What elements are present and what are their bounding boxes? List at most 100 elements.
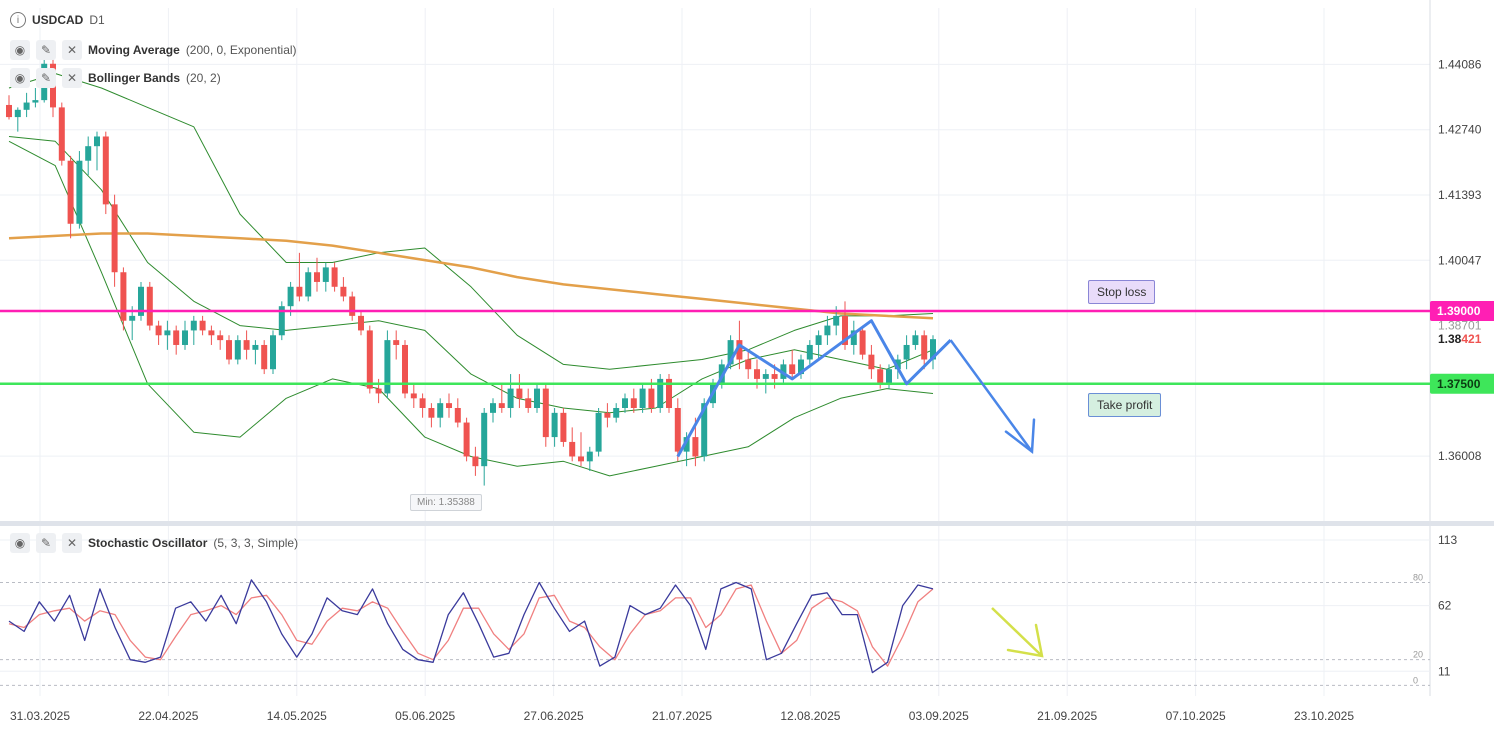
candle-body	[349, 296, 356, 316]
candle-body	[428, 408, 435, 418]
forecast-arrow-shaft	[949, 339, 1034, 453]
candle-body	[234, 340, 241, 360]
wrench-icon[interactable]: ✎	[36, 68, 56, 88]
candle-body	[472, 456, 479, 467]
eye-icon[interactable]: ◉	[10, 40, 30, 60]
candle-body	[859, 330, 866, 355]
candle-body	[481, 412, 488, 467]
candle-body	[912, 335, 919, 345]
candle-body	[551, 412, 558, 438]
candle-body	[745, 359, 752, 370]
indicator-params: (5, 3, 3, Simple)	[213, 536, 299, 550]
candle-body	[798, 359, 804, 375]
candle-body	[155, 325, 162, 336]
close-icon[interactable]: ✕	[62, 40, 82, 60]
price-axis-tick-label: 1.40047	[1438, 253, 1482, 267]
price-axis-hidden-label: 1.38701	[1438, 319, 1482, 333]
indicator-row-bb: ◉ ✎ ✕ Bollinger Bands (20, 2)	[10, 68, 221, 88]
candle-body	[322, 267, 329, 282]
indicator-row-stoch: ◉ ✎ ✕ Stochastic Oscillator (5, 3, 3, Si…	[10, 533, 298, 553]
indicator-name: Stochastic Oscillator	[88, 536, 208, 550]
candle-body	[789, 364, 796, 375]
indicator-params: (200, 0, Exponential)	[185, 43, 297, 57]
candle-body	[111, 204, 118, 273]
stoch-level-label: 20	[1413, 650, 1423, 660]
candle-body	[182, 330, 188, 345]
eye-icon[interactable]: ◉	[10, 68, 30, 88]
forecast-arrow-head	[1004, 418, 1036, 455]
take-profit-price-text: 1.37500	[1437, 377, 1481, 391]
current-price-label: 1.38421	[1438, 332, 1482, 346]
close-icon[interactable]: ✕	[62, 533, 82, 553]
candle-body	[498, 403, 505, 408]
indicator-params: (20, 2)	[186, 71, 221, 85]
price-axis-tick-label: 1.44086	[1438, 57, 1482, 71]
wrench-icon[interactable]: ✎	[36, 40, 56, 60]
bollinger-lower-band	[8, 140, 934, 477]
moving-average-line	[8, 232, 934, 320]
candle-body	[463, 422, 470, 457]
candle-body	[94, 136, 100, 147]
candle-body	[903, 344, 910, 360]
candle-body	[366, 330, 373, 389]
candle-body	[683, 437, 690, 452]
info-icon[interactable]: i	[10, 12, 26, 28]
bollinger-middle-band	[8, 136, 934, 414]
candle-body	[120, 272, 127, 321]
candle-body	[534, 388, 540, 408]
stoch-k-line	[8, 579, 934, 674]
candle-body	[674, 408, 681, 452]
x-axis-tick-label: 21.07.2025	[652, 709, 712, 723]
symbol-name: USDCAD	[32, 13, 84, 27]
candle-body	[384, 340, 391, 394]
panel-divider	[0, 521, 1494, 526]
candle-body	[410, 393, 417, 399]
timeframe: D1	[89, 13, 105, 27]
candle-body	[14, 109, 21, 118]
candle-body	[666, 378, 672, 408]
candle-body	[164, 330, 171, 336]
price-axis-tick-label: 1.42740	[1438, 123, 1482, 137]
candle-body	[692, 437, 699, 457]
x-axis-tick-label: 22.04.2025	[138, 709, 198, 723]
eye-icon[interactable]: ◉	[10, 533, 30, 553]
wrench-icon[interactable]: ✎	[36, 533, 56, 553]
candle-body	[314, 272, 320, 282]
stoch-forecast-arrow-shaft	[991, 607, 1043, 657]
candle-body	[560, 412, 567, 442]
candle-body	[630, 398, 637, 408]
candle-body	[736, 340, 743, 360]
candle-body	[578, 456, 584, 462]
candle-body	[287, 286, 294, 307]
candle-body	[771, 374, 778, 379]
candle-body	[85, 146, 92, 161]
candle-body	[639, 388, 646, 408]
x-axis-tick-label: 31.03.2025	[10, 709, 70, 723]
candle-body	[446, 403, 452, 408]
x-axis-tick-label: 14.05.2025	[267, 709, 327, 723]
take-profit-label: Take profit	[1088, 393, 1162, 417]
candle-body	[305, 272, 312, 297]
candle-body	[516, 388, 523, 399]
stoch-axis-tick-label: 113	[1438, 533, 1457, 547]
candle-body	[921, 335, 928, 360]
price-axis-tick-label: 1.41393	[1438, 188, 1482, 202]
candle-body	[595, 412, 602, 452]
x-axis-tick-label: 23.10.2025	[1294, 709, 1354, 723]
candle-body	[32, 100, 39, 103]
candle-body	[402, 344, 408, 394]
indicator-name: Bollinger Bands	[88, 71, 181, 85]
candle-body	[762, 374, 769, 379]
candle-body	[727, 340, 734, 365]
stoch-level-label: 80	[1413, 572, 1423, 582]
candle-body	[217, 335, 224, 341]
candle-body	[419, 398, 426, 408]
stoch-axis-tick-label: 11	[1438, 664, 1451, 678]
close-icon[interactable]: ✕	[62, 68, 82, 88]
indicator-row-ma: ◉ ✎ ✕ Moving Average (200, 0, Exponentia…	[10, 40, 297, 60]
candle-body	[886, 369, 892, 384]
x-axis-tick-label: 05.06.2025	[395, 709, 455, 723]
stoch-d-line	[8, 584, 934, 667]
current-price-pips: 421	[1461, 332, 1481, 346]
